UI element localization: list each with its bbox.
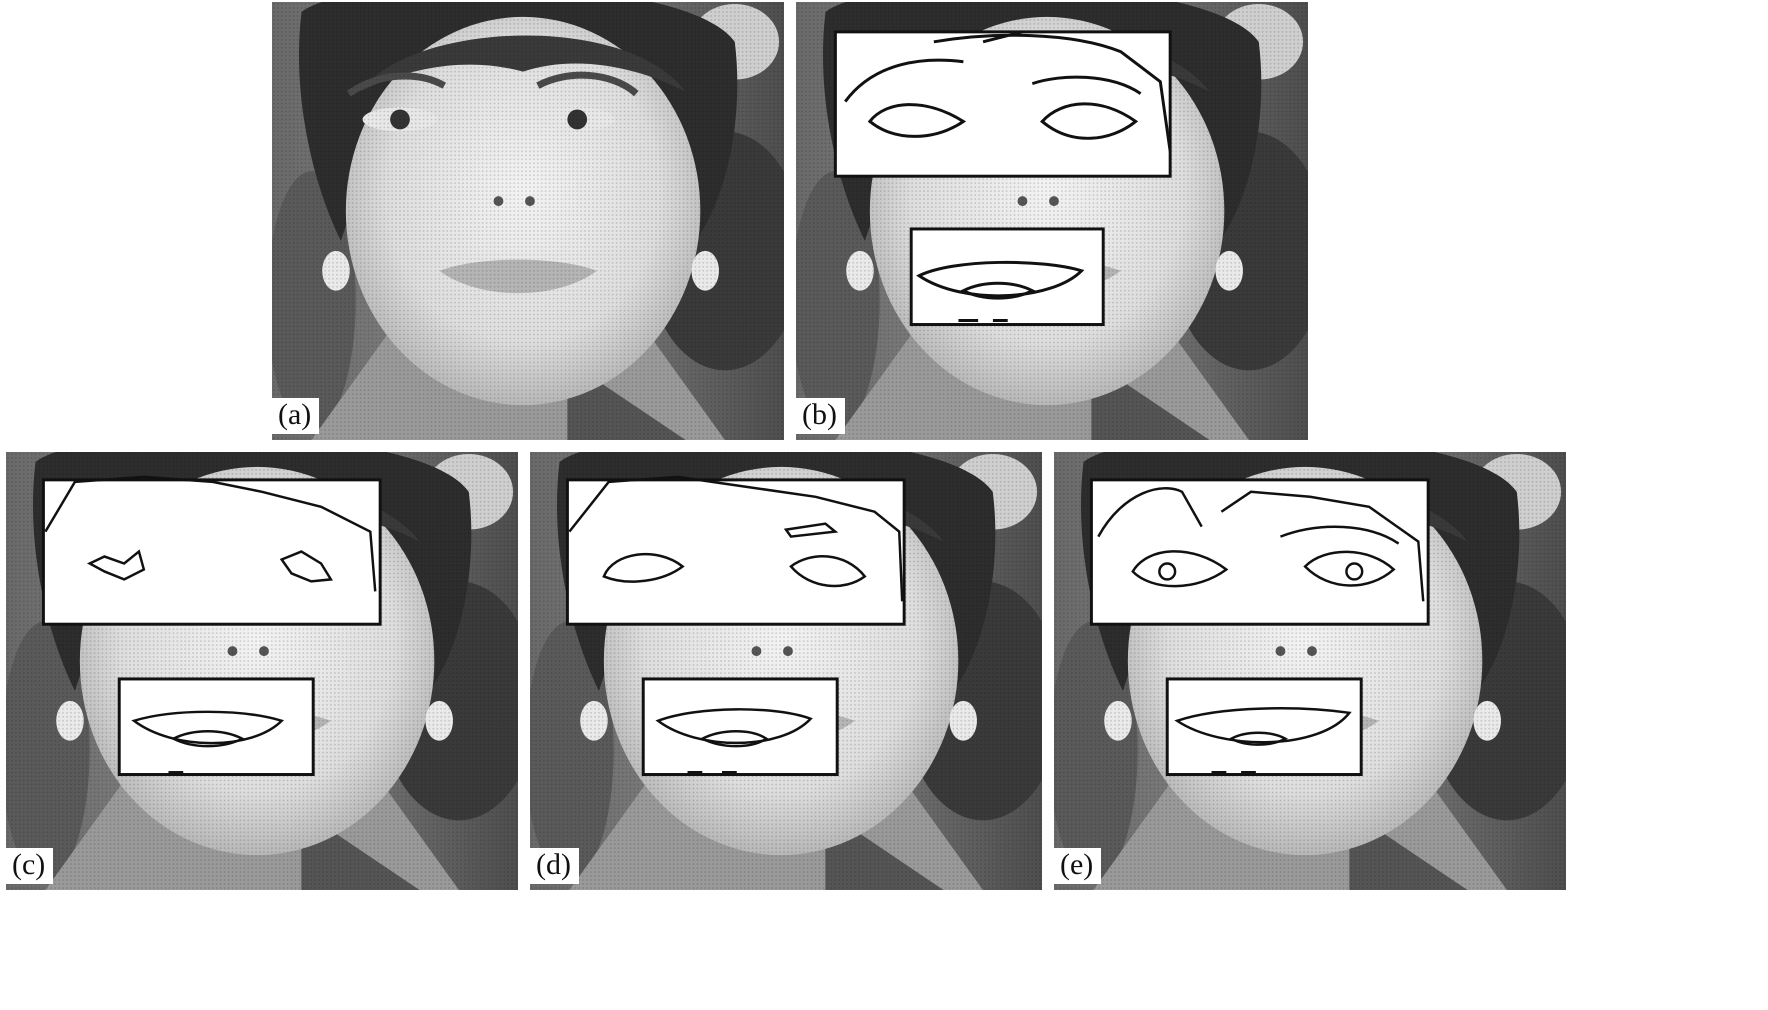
panel-b-face-with-edges <box>796 2 1308 440</box>
panel-c-mouth-region-box <box>117 677 315 777</box>
panel-e: (e) <box>1054 452 1566 890</box>
panel-c-eye-region-box <box>41 475 382 626</box>
panel-d-face-with-edges <box>530 452 1042 890</box>
panel-b: (b) <box>796 2 1308 440</box>
panel-c-face-with-edges <box>6 452 518 890</box>
panel-b-eye-region-box <box>833 30 1172 178</box>
panel-b-mouth-region-box <box>909 227 1105 327</box>
panel-d-mouth-region-box <box>641 677 839 777</box>
panel-a-label: (a) <box>272 398 320 434</box>
panel-c: (c) <box>6 452 518 890</box>
panel-c-label: (c) <box>6 848 54 884</box>
panel-e-face-with-edges <box>1054 452 1566 890</box>
panel-d-eye-region-box <box>565 475 906 626</box>
panel-a: (a) <box>272 2 784 440</box>
panel-e-mouth-region-box <box>1165 677 1363 777</box>
panel-e-label: (e) <box>1054 848 1102 884</box>
panel-d: (d) <box>530 452 1042 890</box>
panel-b-label: (b) <box>796 398 845 434</box>
panel-a-face-photo <box>272 2 784 440</box>
panel-e-eye-region-box <box>1089 478 1430 626</box>
panel-d-label: (d) <box>530 848 579 884</box>
